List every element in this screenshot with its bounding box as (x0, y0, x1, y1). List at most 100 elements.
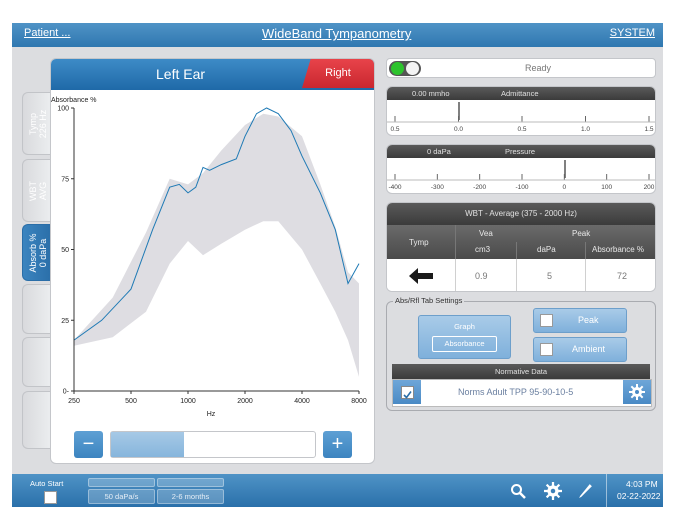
normative-header: Normative Data (392, 364, 650, 379)
age-group-button[interactable]: 2-6 months (157, 489, 224, 504)
pressure-value: 0 (241, 438, 245, 444)
clock-date: 02-22-2022 (617, 491, 661, 501)
x-tick-label: 250 (68, 398, 80, 405)
ambient-label: Ambient (572, 344, 606, 354)
right-ear-button[interactable]: Right (302, 59, 374, 88)
side-tab-1[interactable]: Tymp 226 Hz (22, 92, 52, 155)
clock-time: 4:03 PM (626, 479, 658, 489)
back-arrow-icon[interactable] (409, 268, 433, 284)
x-tick-label: 1000 (180, 398, 196, 405)
pressure-slider[interactable]: 0 daPa (110, 431, 316, 458)
status-label: Ready (525, 63, 552, 73)
side-tab-2[interactable]: WBT AVG (22, 159, 52, 222)
admittance-panel: 0.00 mmho Admittance 0.5 0.0 0.5 1.0 1.5 (386, 86, 656, 136)
graph-value: Absorbance (432, 336, 497, 352)
ambient-checkbox[interactable] (540, 343, 553, 356)
scale-tick-label: 1.5 (644, 126, 653, 133)
peak-label: Peak (578, 315, 599, 325)
gear-icon[interactable] (544, 482, 562, 500)
graph-selector[interactable]: Graph Absorbance (418, 315, 511, 359)
scale-tick-label: -200 (473, 184, 486, 191)
x-tick-label: 8000 (351, 398, 367, 405)
pressure-minus-button[interactable]: − (74, 431, 103, 458)
scale-tick-label: -300 (431, 184, 444, 191)
y-tick-label: 50 (61, 247, 69, 254)
top-bar: Patient ... WideBand Tympanometry SYSTEM (12, 23, 663, 47)
patient-link[interactable]: Patient ... (24, 27, 71, 39)
status-indicator (389, 61, 421, 76)
ghost-label-1 (88, 478, 155, 487)
side-tab-6[interactable] (22, 391, 52, 449)
bottom-divider (606, 474, 607, 507)
side-tab-5[interactable] (22, 337, 52, 387)
y-axis-label: Absorbance % (51, 97, 97, 104)
pressure-panel: 0 daPa Pressure -400 -300 -200 -100 0 100 200 (386, 144, 656, 194)
admittance-value: 0.00 mmho (412, 89, 450, 98)
sweep-speed-button[interactable]: 50 daPa/s (88, 489, 155, 504)
page-title[interactable]: WideBand Tympanometry (262, 26, 412, 41)
pressure-unit: daPa (235, 445, 250, 451)
y-tick-label: 100 (57, 106, 69, 113)
normative-band (74, 113, 359, 377)
wbt-table-title: WBT - Average (375 - 2000 Hz) (387, 203, 655, 225)
scale-tick-label: 1.0 (581, 126, 590, 133)
x-tick-label: 4000 (294, 398, 310, 405)
y-tick-label: 0- (63, 389, 70, 396)
x-tick-label: 500 (125, 398, 137, 405)
pressure-readout: 0 daPa (427, 147, 451, 156)
col-absorbance: Absorbance % (592, 245, 645, 254)
side-tab-label: Absorb % 0 daPa (27, 232, 48, 273)
col-cm3: cm3 (475, 245, 491, 254)
side-tab-label: WBT AVG (27, 180, 48, 201)
absorbance-chart: Absorbance % 0- 25 50 75 100 250 500 1000 2000 40… (51, 97, 367, 418)
status-white-light (406, 62, 419, 75)
x-tick-label: 2000 (237, 398, 253, 405)
normative-row: Norms Adult TPP 95-90-10-5 (392, 379, 652, 407)
y-tick-label: 25 (61, 318, 69, 325)
val-dapa: 5 (547, 271, 553, 281)
col-tymp: Tymp (409, 238, 429, 247)
status-bar: Ready (386, 58, 656, 78)
pencil-icon[interactable] (577, 482, 594, 499)
search-icon[interactable] (510, 483, 526, 499)
pressure-header: 0 daPa Pressure (387, 145, 655, 158)
graph-label: Graph (454, 322, 475, 331)
scale-tick-label: 200 (644, 184, 655, 191)
admittance-scale: 0.5 0.0 0.5 1.0 1.5 (387, 102, 655, 133)
col-vea: Vea (479, 229, 493, 238)
normative-checkbox[interactable] (393, 380, 421, 404)
ambient-toggle[interactable]: Ambient (533, 337, 627, 362)
wbt-table-header: Tymp Vea cm3 Peak daPa Absorbance % (387, 225, 655, 259)
admittance-header: 0.00 mmho Admittance (387, 87, 655, 100)
val-absorbance: 72 (617, 271, 628, 281)
col-peak: Peak (572, 229, 591, 238)
side-tab-3[interactable]: Absorb % 0 daPa (22, 224, 52, 281)
auto-start-checkbox[interactable] (44, 491, 57, 504)
scale-tick-label: 100 (601, 184, 612, 191)
pressure-slider-readout: 0 daPa (231, 438, 255, 452)
ear-title: Left Ear (156, 66, 206, 82)
scale-tick-label: -100 (515, 184, 528, 191)
check-icon (401, 386, 414, 399)
col-dapa: daPa (537, 245, 556, 254)
scale-tick-label: 0.5 (517, 126, 526, 133)
absorbance-curve (73, 107, 360, 341)
normative-settings-button[interactable] (623, 380, 651, 404)
side-tab-label: Tymp 226 Hz (27, 109, 48, 138)
tab-settings-group: Abs/Rfl Tab Settings Graph Absorbance Pe… (386, 296, 656, 411)
normative-value: Norms Adult TPP 95-90-10-5 (458, 387, 574, 397)
admittance-title: Admittance (501, 89, 539, 98)
pressure-title: Pressure (505, 147, 536, 156)
side-tab-4[interactable] (22, 284, 52, 334)
scale-tick-label: 0.5 (390, 126, 399, 133)
wbt-table: WBT - Average (375 - 2000 Hz) Tymp Vea c… (386, 202, 656, 292)
y-tick-label: 75 (61, 176, 69, 183)
val-vea: 0.9 (475, 271, 488, 281)
peak-checkbox[interactable] (540, 314, 553, 327)
pressure-plus-button[interactable]: + (323, 431, 352, 458)
system-link[interactable]: SYSTEM (609, 27, 655, 39)
scale-tick-label: 0.0 (454, 126, 463, 133)
tab-settings-title: Abs/Rfl Tab Settings (393, 296, 465, 305)
status-green-light (391, 62, 404, 75)
peak-toggle[interactable]: Peak (533, 308, 627, 333)
